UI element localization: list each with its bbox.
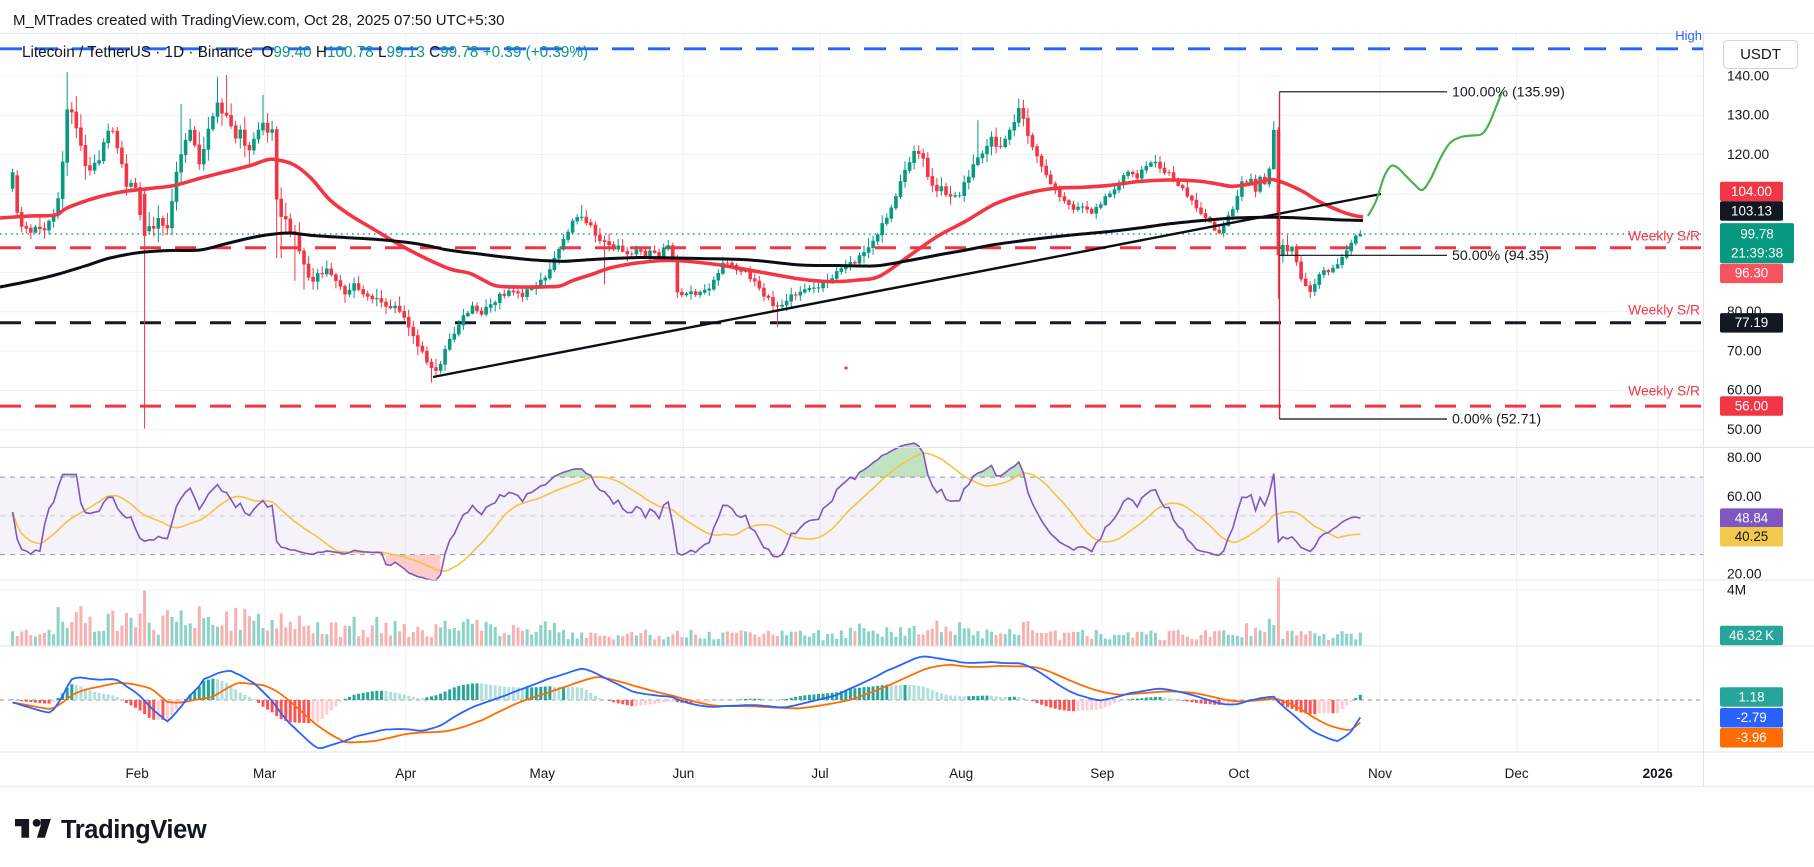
svg-text:Dec: Dec xyxy=(1505,766,1529,781)
svg-text:120.00: 120.00 xyxy=(1727,147,1770,162)
svg-text:Mar: Mar xyxy=(253,766,277,781)
svg-text:Apr: Apr xyxy=(395,766,417,781)
svg-text:56.00: 56.00 xyxy=(1735,398,1769,413)
svg-text:99.78: 99.78 xyxy=(1740,227,1774,242)
svg-text:TradingView: TradingView xyxy=(61,816,207,844)
svg-text:104.00: 104.00 xyxy=(1731,184,1772,199)
svg-text:60.00: 60.00 xyxy=(1727,489,1762,504)
svg-text:May: May xyxy=(530,766,556,781)
svg-text:103.13: 103.13 xyxy=(1731,203,1772,218)
svg-text:96.30: 96.30 xyxy=(1735,266,1769,281)
svg-text:40.25: 40.25 xyxy=(1735,529,1769,544)
svg-text:4M: 4M xyxy=(1727,582,1746,597)
svg-text:Weekly S/R: Weekly S/R xyxy=(1628,384,1700,399)
svg-text:70.00: 70.00 xyxy=(1727,343,1762,358)
svg-text:130.00: 130.00 xyxy=(1727,108,1770,123)
svg-text:Sep: Sep xyxy=(1090,766,1114,781)
svg-text:Nov: Nov xyxy=(1368,766,1392,781)
svg-text:80.00: 80.00 xyxy=(1727,450,1762,465)
svg-text:Oct: Oct xyxy=(1228,766,1249,781)
svg-text:1.18: 1.18 xyxy=(1738,689,1764,704)
svg-text:Aug: Aug xyxy=(949,766,973,781)
svg-text:60.00: 60.00 xyxy=(1727,383,1762,398)
svg-text:46.32 K: 46.32 K xyxy=(1729,628,1774,643)
svg-text:USDT: USDT xyxy=(1740,46,1781,63)
svg-text:50.00: 50.00 xyxy=(1727,422,1762,437)
svg-text:140.00: 140.00 xyxy=(1727,68,1770,83)
svg-text:100.00% (135.99): 100.00% (135.99) xyxy=(1452,84,1565,100)
svg-text:20.00: 20.00 xyxy=(1727,566,1762,581)
svg-text:Feb: Feb xyxy=(125,766,148,781)
svg-text:48.84: 48.84 xyxy=(1735,510,1769,525)
svg-text:M_MTrades created with Trading: M_MTrades created with TradingView.com, … xyxy=(13,12,505,29)
svg-text:21:39:38: 21:39:38 xyxy=(1731,246,1783,261)
svg-text:High: High xyxy=(1675,28,1702,43)
svg-text:Jun: Jun xyxy=(673,766,695,781)
svg-text:0.00% (52.71): 0.00% (52.71) xyxy=(1452,412,1541,428)
svg-text:Weekly S/R: Weekly S/R xyxy=(1628,303,1700,318)
svg-text:-3.96: -3.96 xyxy=(1736,730,1767,745)
svg-text:Jul: Jul xyxy=(811,766,828,781)
svg-text:77.19: 77.19 xyxy=(1735,315,1769,330)
svg-text:-2.79: -2.79 xyxy=(1736,710,1767,725)
svg-text:50.00% (94.35): 50.00% (94.35) xyxy=(1452,248,1549,264)
svg-text:Weekly S/R: Weekly S/R xyxy=(1628,229,1700,244)
svg-text:Litecoin / TetherUS · 1D · Bin: Litecoin / TetherUS · 1D · Binance O99.4… xyxy=(22,44,588,61)
svg-text:2026: 2026 xyxy=(1643,766,1674,781)
